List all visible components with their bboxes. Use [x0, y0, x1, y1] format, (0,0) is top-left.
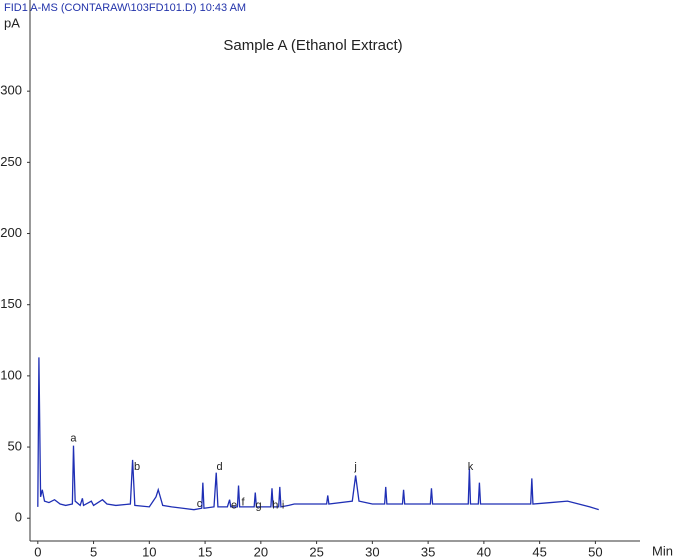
y-tick-label: 150 — [0, 296, 22, 311]
y-tick-label: 100 — [0, 367, 22, 382]
x-tick-label: 25 — [309, 544, 323, 559]
chart-header: FID1 A-MS (CONTARAW\103FD101.D) 10:43 AM — [4, 2, 246, 14]
y-tick-label: 50 — [8, 438, 22, 453]
peak-label: d — [217, 461, 223, 473]
x-tick-label: 0 — [34, 544, 41, 559]
signal-trace — [37, 357, 599, 511]
peak-label: b — [134, 461, 140, 473]
peak-label: k — [468, 461, 474, 473]
x-tick-label: 45 — [532, 544, 546, 559]
peak-label: a — [70, 432, 77, 444]
y-tick-label: 0 — [15, 510, 22, 525]
x-tick-label: 50 — [588, 544, 602, 559]
y-tick-label: 250 — [0, 154, 22, 169]
x-tick-label: 40 — [477, 544, 491, 559]
x-axis-label: Min — [652, 543, 673, 558]
y-tick-label: 300 — [0, 83, 22, 98]
x-tick-label: 20 — [254, 544, 268, 559]
x-tick-label: 10 — [142, 544, 156, 559]
chart-title: Sample A (Ethanol Extract) — [223, 37, 402, 54]
peak-label: j — [353, 461, 356, 473]
y-axis-label: pA — [4, 15, 20, 30]
peak-label: f — [241, 496, 245, 508]
x-tick-label: 15 — [198, 544, 212, 559]
x-tick-label: 35 — [421, 544, 435, 559]
x-tick-label: 30 — [365, 544, 379, 559]
x-tick-label: 5 — [90, 544, 97, 559]
y-tick-label: 200 — [0, 225, 22, 240]
peak-label: e — [231, 499, 237, 511]
peak-label: h — [272, 499, 278, 511]
peak-label: c — [197, 498, 203, 510]
peak-label: i — [282, 499, 284, 511]
peak-label: g — [256, 499, 262, 511]
